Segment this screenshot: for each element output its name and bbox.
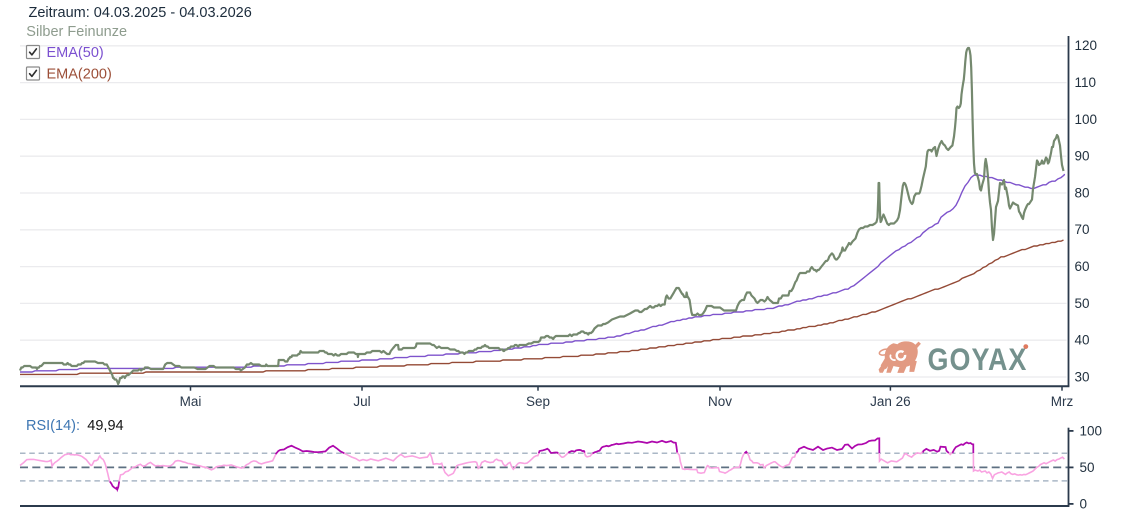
svg-text:100: 100 — [1075, 112, 1098, 127]
svg-text:Nov: Nov — [708, 394, 732, 409]
svg-text:80: 80 — [1075, 185, 1090, 200]
svg-text:Sep: Sep — [526, 394, 550, 409]
svg-text:Silber Feinunze: Silber Feinunze — [26, 24, 127, 40]
svg-text:110: 110 — [1075, 75, 1097, 90]
svg-text:Mai: Mai — [180, 394, 202, 409]
svg-text:49,94: 49,94 — [87, 418, 123, 434]
svg-text:Jan 26: Jan 26 — [870, 394, 911, 409]
svg-text:EMA(50): EMA(50) — [47, 45, 104, 61]
svg-text:60: 60 — [1075, 259, 1090, 274]
svg-text:70: 70 — [1075, 222, 1090, 237]
svg-text:120: 120 — [1075, 38, 1098, 53]
svg-text:GOYAX: GOYAX — [928, 342, 1028, 377]
svg-text:EMA(200): EMA(200) — [47, 66, 112, 82]
svg-text:40: 40 — [1075, 333, 1090, 348]
svg-text:50: 50 — [1075, 296, 1090, 311]
svg-text:Jul: Jul — [353, 394, 370, 409]
svg-text:Mrz: Mrz — [1051, 394, 1074, 409]
svg-text:0: 0 — [1080, 497, 1088, 512]
svg-text:RSI(14):: RSI(14): — [26, 418, 80, 434]
svg-text:50: 50 — [1080, 460, 1095, 475]
svg-text:30: 30 — [1075, 369, 1090, 384]
svg-text:90: 90 — [1075, 149, 1090, 164]
svg-text:Zeitraum: 04.03.2025 - 04.03.2: Zeitraum: 04.03.2025 - 04.03.2026 — [29, 5, 252, 21]
svg-text:100: 100 — [1080, 424, 1103, 439]
